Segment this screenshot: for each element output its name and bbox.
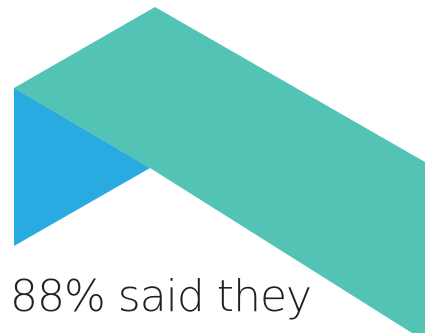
- stat-headline: 88% said they: [10, 271, 312, 322]
- blue-triangle: [14, 88, 150, 246]
- teal-ribbon: [14, 7, 425, 333]
